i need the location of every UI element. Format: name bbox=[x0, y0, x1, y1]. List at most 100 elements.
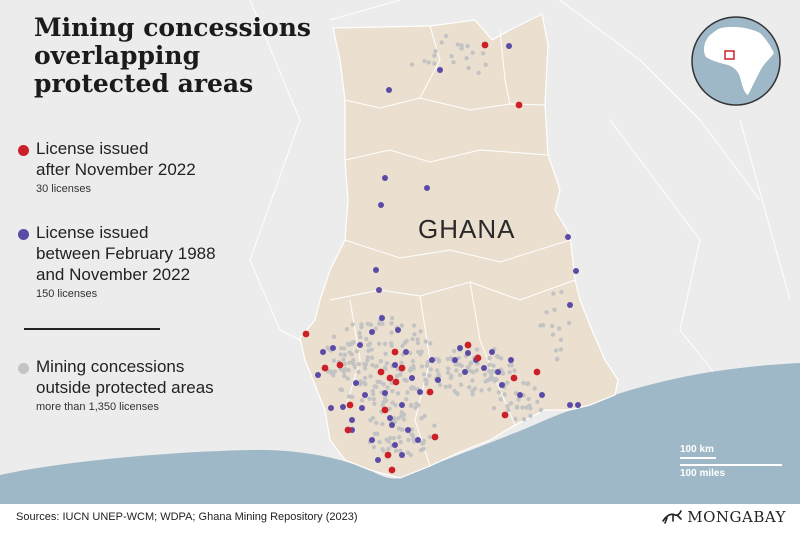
concession-marker bbox=[372, 384, 377, 389]
concession-marker bbox=[566, 320, 572, 326]
license-marker bbox=[375, 457, 381, 463]
license-marker bbox=[377, 368, 385, 376]
concession-marker bbox=[378, 380, 383, 385]
license-marker bbox=[386, 374, 394, 382]
concession-marker bbox=[422, 58, 427, 64]
concession-marker bbox=[524, 381, 530, 387]
license-marker bbox=[379, 315, 385, 321]
concession-marker bbox=[367, 341, 373, 346]
concession-marker bbox=[449, 54, 454, 59]
concession-marker bbox=[342, 374, 347, 379]
concession-marker bbox=[432, 61, 437, 66]
legend-item-grey: Mining concessions outside protected are… bbox=[18, 356, 214, 415]
concession-marker bbox=[342, 352, 347, 358]
concession-marker bbox=[409, 402, 414, 408]
scale-miles-label: 100 miles bbox=[680, 468, 726, 479]
locator-globe bbox=[691, 16, 781, 106]
concession-marker bbox=[325, 345, 330, 350]
concession-marker bbox=[362, 362, 368, 367]
license-marker bbox=[391, 348, 399, 356]
concession-marker bbox=[389, 330, 394, 335]
license-marker bbox=[409, 375, 415, 381]
concession-marker bbox=[557, 326, 562, 331]
legend-divider bbox=[24, 328, 160, 330]
concession-marker bbox=[405, 450, 411, 455]
concession-marker bbox=[371, 396, 377, 402]
concession-marker bbox=[390, 400, 395, 405]
concession-marker bbox=[532, 386, 537, 391]
concession-marker bbox=[422, 413, 427, 419]
license-marker bbox=[376, 287, 382, 293]
region-borders bbox=[329, 25, 576, 467]
concession-marker bbox=[386, 439, 391, 444]
concession-marker bbox=[474, 368, 479, 373]
license-marker bbox=[388, 466, 396, 474]
concession-marker bbox=[427, 434, 433, 440]
concession-marker bbox=[423, 339, 428, 344]
concession-marker bbox=[377, 439, 382, 445]
concession-marker bbox=[526, 396, 531, 402]
license-marker bbox=[462, 369, 468, 375]
concession-marker bbox=[399, 323, 404, 328]
neighbour-borders bbox=[249, 0, 791, 381]
concession-marker bbox=[341, 357, 346, 362]
license-marker bbox=[353, 380, 359, 386]
licenses-after-2022-markers bbox=[302, 41, 541, 474]
license-marker bbox=[508, 357, 514, 363]
concession-marker bbox=[535, 399, 540, 404]
concession-marker bbox=[439, 40, 444, 45]
concession-marker bbox=[345, 341, 351, 347]
concession-marker bbox=[370, 415, 376, 421]
concession-marker bbox=[427, 373, 432, 378]
concession-marker bbox=[393, 419, 398, 424]
concession-marker bbox=[383, 365, 388, 370]
license-marker bbox=[399, 402, 405, 408]
license-marker bbox=[517, 392, 523, 398]
concession-marker bbox=[538, 323, 543, 328]
concession-marker bbox=[452, 348, 457, 354]
license-marker bbox=[346, 401, 354, 409]
concession-marker bbox=[416, 349, 421, 355]
concession-marker bbox=[373, 326, 378, 331]
brand-logo: MONGABAY bbox=[661, 508, 786, 526]
concession-marker bbox=[426, 60, 431, 65]
concession-marker bbox=[418, 448, 424, 453]
concession-marker bbox=[354, 349, 360, 354]
license-marker bbox=[533, 368, 541, 376]
legend-item-purple: License issued between February 1988 and… bbox=[18, 222, 216, 302]
license-marker bbox=[465, 350, 471, 356]
concession-marker bbox=[396, 415, 401, 421]
license-marker bbox=[386, 87, 392, 93]
license-marker bbox=[539, 392, 545, 398]
license-marker bbox=[474, 354, 482, 362]
license-marker bbox=[349, 417, 355, 423]
concession-marker bbox=[474, 347, 480, 352]
concession-marker bbox=[469, 360, 474, 365]
concession-marker bbox=[459, 363, 464, 368]
license-marker bbox=[489, 349, 495, 355]
license-marker bbox=[336, 361, 344, 369]
license-marker bbox=[387, 415, 393, 421]
concession-marker bbox=[406, 437, 411, 443]
map-title: Mining concessions overlapping protected… bbox=[34, 13, 311, 98]
license-marker bbox=[567, 402, 573, 408]
concession-marker bbox=[407, 350, 413, 356]
legend-label: License issued after November 2022 bbox=[36, 139, 196, 179]
concession-marker bbox=[553, 348, 559, 353]
concession-marker bbox=[495, 354, 500, 359]
concession-marker bbox=[329, 370, 334, 376]
concession-marker bbox=[372, 431, 377, 437]
concession-marker bbox=[346, 368, 351, 373]
concession-marker bbox=[357, 330, 362, 336]
concession-marker bbox=[386, 446, 391, 452]
license-marker bbox=[405, 427, 411, 433]
legend-item-red: License issued after November 2022 30 li… bbox=[18, 138, 196, 197]
license-marker bbox=[381, 406, 389, 414]
concession-marker bbox=[428, 341, 433, 346]
license-marker bbox=[481, 365, 487, 371]
license-marker bbox=[437, 67, 443, 73]
concession-marker bbox=[344, 327, 350, 332]
concession-marker bbox=[505, 380, 510, 385]
concession-marker bbox=[559, 289, 564, 295]
concession-marker bbox=[413, 405, 418, 410]
